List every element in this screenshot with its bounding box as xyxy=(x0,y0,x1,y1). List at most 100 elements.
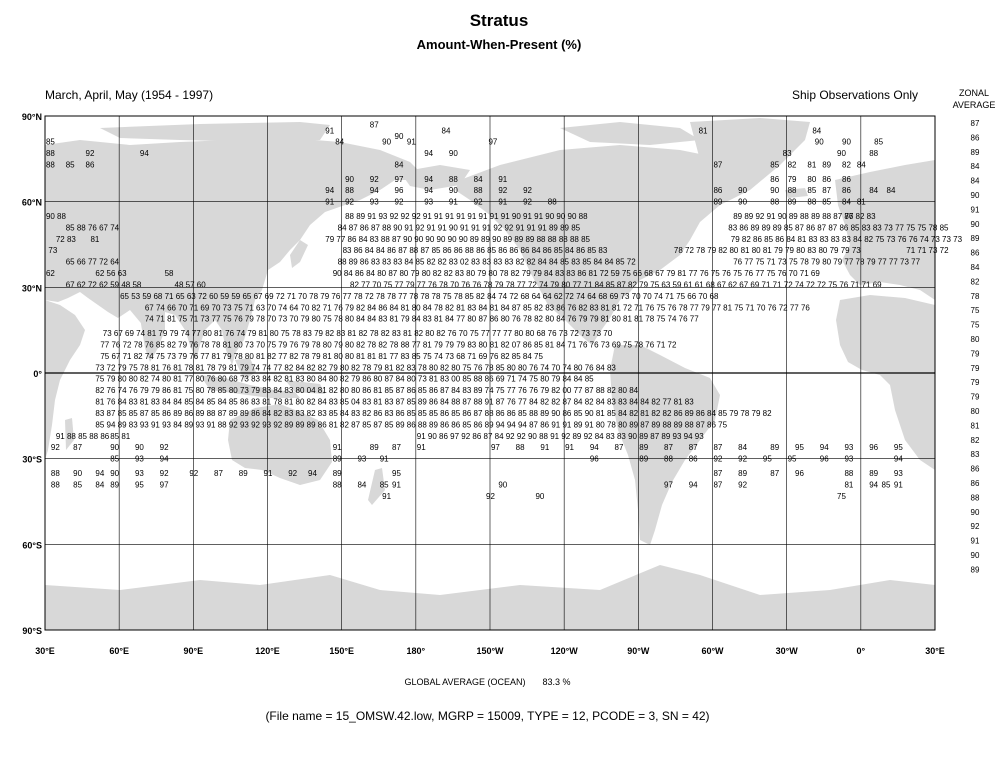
cell-value: 91 88 85 88 86 xyxy=(56,432,110,441)
cell-value: 96 xyxy=(795,469,804,478)
cell-value: 89 xyxy=(822,161,831,170)
cell-value: 82 xyxy=(842,161,851,170)
cell-value: 91 xyxy=(540,443,549,452)
land-australia xyxy=(228,404,332,485)
zonal-average-column: 87 86 89 84 84 90 91 90 89 86 84 82 78 75 75 80 79 79 79 79… xyxy=(971,119,980,574)
latitude-axis: 90°N 60°N 30°N 0° 30°S 60°S 90°S xyxy=(22,112,43,636)
zonal-average-value: 84 xyxy=(971,177,980,186)
cell-value: 94 xyxy=(424,149,433,158)
lat-tick-label: 30°N xyxy=(22,283,42,293)
cell-value: 81 xyxy=(844,480,853,489)
cell-value: 90 xyxy=(449,186,458,195)
zonal-average-value: 82 xyxy=(971,277,980,286)
cell-value: 85 xyxy=(807,186,816,195)
lon-tick-label: 60°W xyxy=(701,646,724,656)
cell-value: 91 xyxy=(380,455,389,464)
zonal-average-value: 90 xyxy=(971,220,980,229)
cell-value: 92 xyxy=(474,198,483,207)
cell-value: 87 xyxy=(713,480,722,489)
cell-value: 92 xyxy=(713,455,722,464)
cell-value: 84 xyxy=(857,161,866,170)
cell-value: 90 xyxy=(73,469,82,478)
cell-value: 90 84 86 84 80 87 80 79 80 82 82 83 80 7… xyxy=(333,269,821,278)
cell-value: 94 xyxy=(325,186,334,195)
cell-value: 85 xyxy=(822,198,831,207)
zonal-average-value: 79 xyxy=(971,364,980,373)
zonal-average-value: 86 xyxy=(971,133,980,142)
cell-value: 88 xyxy=(345,186,354,195)
cell-value: 84 xyxy=(738,443,747,452)
cell-value: 83 86 84 84 86 87 88 87 85 86 86 88 86 8… xyxy=(343,246,608,255)
cell-value: 91 xyxy=(449,198,458,207)
cell-value: 87 xyxy=(392,443,401,452)
cell-value: 95 xyxy=(763,455,772,464)
cell-value: 89 xyxy=(713,198,722,207)
land-indonesia xyxy=(200,375,300,398)
cell-value: 85 xyxy=(380,480,389,489)
cell-value: 92 xyxy=(523,186,532,195)
lon-tick-label: 30°E xyxy=(35,646,55,656)
cell-value: 91 xyxy=(382,492,391,501)
cell-value: 91 xyxy=(498,175,507,184)
cell-value: 86 xyxy=(689,455,698,464)
land-new-zealand xyxy=(368,468,385,505)
cell-value: 89 xyxy=(639,455,648,464)
cell-value: 97 xyxy=(664,480,673,489)
cell-value: 90 xyxy=(345,175,354,184)
zonal-average-value: 86 xyxy=(971,249,980,258)
zonal-average-value: 86 xyxy=(971,465,980,474)
cell-value: 92 xyxy=(86,149,95,158)
cell-value: 88 xyxy=(46,161,55,170)
cell-value: 84 xyxy=(357,480,366,489)
cell-value: 93 xyxy=(135,455,144,464)
cell-value: 91 xyxy=(392,480,401,489)
zonal-average-value: 80 xyxy=(971,335,980,344)
global-average: GLOBAL AVERAGE (OCEAN) 83.3 % xyxy=(0,677,975,687)
cell-value: 91 xyxy=(894,480,903,489)
cell-value: 94 xyxy=(370,186,379,195)
cell-value: 96 xyxy=(820,455,829,464)
cell-value: 92 xyxy=(395,198,404,207)
cell-value: 94 xyxy=(869,480,878,489)
zonal-average-value: 75 xyxy=(971,306,980,315)
lat-tick-label: 0° xyxy=(33,369,42,379)
chart-title: Stratus xyxy=(469,11,529,30)
zonal-average-value: 88 xyxy=(971,493,980,502)
land-japan xyxy=(290,240,308,268)
cell-value: 89 89 92 91 90 89 88 89 88 87 86 82 83 xyxy=(733,212,876,221)
cell-value: 84 xyxy=(842,198,851,207)
cell-value: 58 xyxy=(165,269,174,278)
cell-value: 65 53 59 68 71 65 63 72 60 59 59 65 67 6… xyxy=(120,292,719,301)
cell-value: 89 xyxy=(639,443,648,452)
cell-value: 91 xyxy=(498,198,507,207)
cell-value: 86 xyxy=(842,186,851,195)
cell-value: 88 xyxy=(449,175,458,184)
cell-value: 90 xyxy=(395,132,404,141)
cell-value: 91 xyxy=(325,198,334,207)
cell-value: 89 xyxy=(110,480,119,489)
cell-value: 90 xyxy=(382,138,391,147)
land-canadian-archipelago xyxy=(560,122,700,145)
cell-value: 94 xyxy=(424,186,433,195)
cell-value: 84 87 86 87 88 90 91 92 91 91 90 91 91 9… xyxy=(338,223,581,232)
cell-value: 80 xyxy=(807,175,816,184)
cell-value: 81 xyxy=(807,161,816,170)
cell-value: 83 86 89 89 89 85 87 86 87 87 86 85 83 8… xyxy=(728,223,949,232)
cell-value: 86 xyxy=(842,175,851,184)
cell-value: 75 79 80 80 82 74 80 81 77 80 76 80 68 7… xyxy=(95,375,594,384)
cell-value: 67 74 66 70 71 69 70 73 75 71 63 70 74 6… xyxy=(145,303,811,312)
cell-value: 79 77 86 84 83 88 87 90 90 90 90 90 90 8… xyxy=(325,235,590,244)
cell-value: 85 xyxy=(882,480,891,489)
cell-value: 85 xyxy=(110,455,119,464)
cell-value: 85 xyxy=(46,138,55,147)
cell-value: 95 xyxy=(795,443,804,452)
cell-value: 82 76 74 76 79 79 86 81 75 80 78 85 80 7… xyxy=(95,386,638,395)
lat-tick-label: 90°S xyxy=(22,626,42,636)
lon-tick-label: 150°E xyxy=(329,646,354,656)
cell-value: 91 xyxy=(417,443,426,452)
cell-value: 84 xyxy=(869,186,878,195)
zonal-average-value: 84 xyxy=(971,263,980,272)
cell-value: 88 xyxy=(770,198,779,207)
lon-tick-label: 180° xyxy=(407,646,426,656)
